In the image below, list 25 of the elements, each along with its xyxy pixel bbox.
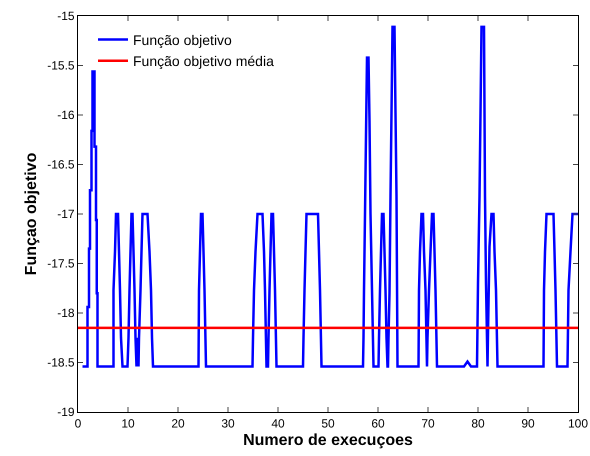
x-tick-label: 100 [568, 416, 588, 430]
y-tick-label: -16.5 [47, 158, 75, 172]
x-tick-label: 0 [74, 416, 82, 430]
y-axis-title: Funçao objetivo [23, 152, 40, 276]
x-tick-label: 80 [471, 416, 485, 430]
x-tick-label: 60 [371, 416, 385, 430]
y-tick-label: -17.5 [47, 256, 75, 271]
legend-label: Função objetivo [133, 32, 232, 48]
legend-label: Função objetivo média [133, 53, 274, 70]
x-tick-label: 50 [321, 416, 335, 430]
line-series [81, 26, 578, 368]
x-tick-label: 90 [521, 416, 535, 430]
x-tick-label: 10 [121, 416, 135, 430]
y-tick-label: -17 [57, 207, 75, 222]
x-tick-label: 70 [421, 416, 435, 430]
x-axis-title: Numero de execuçoes [243, 432, 414, 450]
y-tick-label: -15.5 [47, 58, 75, 73]
y-tick-label: -18 [57, 306, 75, 320]
x-tick-label: 40 [271, 416, 285, 430]
y-tick-label: -19 [57, 405, 75, 420]
y-tick-label: -18.5 [47, 356, 75, 370]
x-tick-label: 30 [221, 416, 235, 430]
y-tick-label: -16 [57, 108, 75, 122]
x-tick-label: 20 [171, 416, 185, 430]
y-tick-label: -15 [57, 9, 75, 24]
